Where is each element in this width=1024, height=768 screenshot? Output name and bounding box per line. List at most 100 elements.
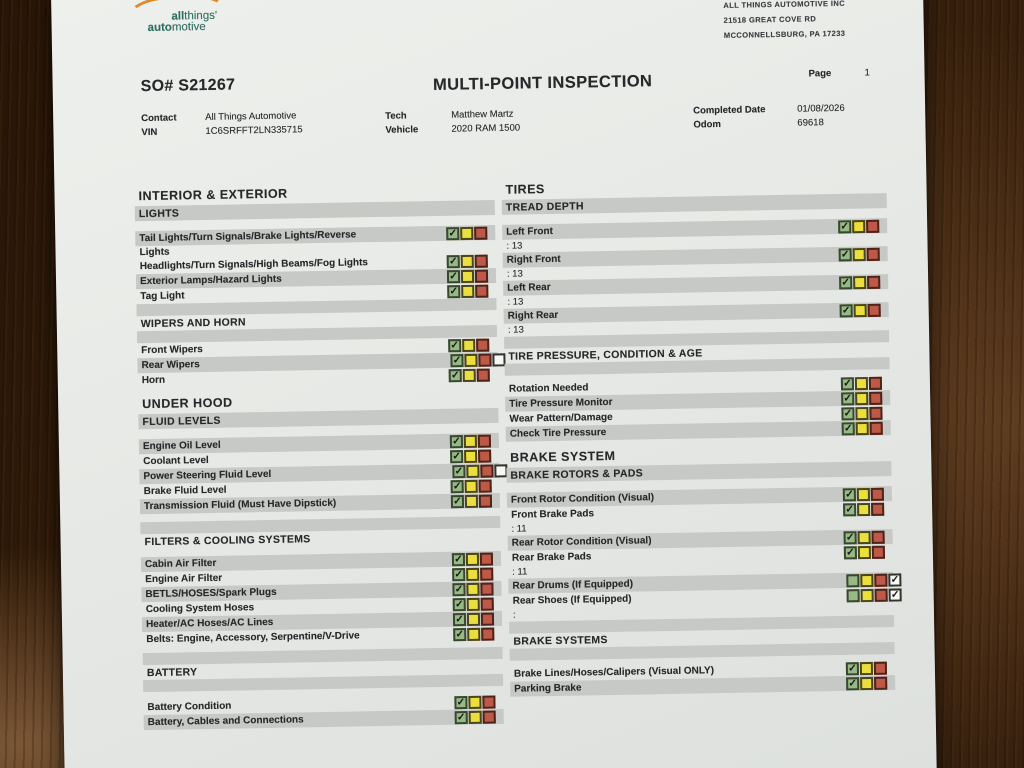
check-icon: ✓ xyxy=(841,276,850,288)
status-indicator: ✓ xyxy=(838,219,880,233)
row-text: : 13 xyxy=(506,240,523,252)
status-box-red xyxy=(480,612,495,626)
status-indicator: ✓ xyxy=(842,487,884,501)
status-box-red xyxy=(870,487,884,501)
status-box-red xyxy=(869,406,883,420)
status-indicator: ✓ xyxy=(450,479,492,493)
check-icon: ✓ xyxy=(450,339,459,351)
status-box-green-checked: ✓ xyxy=(452,567,466,581)
vehicle-value: 2020 RAM 1500 xyxy=(451,122,521,135)
status-box-red xyxy=(480,567,494,581)
contact-label: Contact xyxy=(141,112,177,125)
status-box-yellow xyxy=(462,368,476,382)
status-box-green-checked: ✓ xyxy=(446,269,461,283)
status-indicator: ✓ xyxy=(448,368,490,382)
check-icon: ✓ xyxy=(890,573,900,586)
item-label: Cooling System Hoses xyxy=(145,602,255,616)
check-icon: ✓ xyxy=(456,711,466,723)
status-indicator: ✓ xyxy=(843,530,885,544)
status-box-yellow xyxy=(853,303,867,317)
inspection-sheet: allthings' automotive ALL THINGS AUTOMOT… xyxy=(50,0,938,768)
status-indicator: ✓ xyxy=(841,391,883,405)
item-label: Rear Rotor Condition (Visual) xyxy=(511,535,652,549)
row-text: Lights xyxy=(139,246,170,259)
check-icon: ✓ xyxy=(448,255,458,267)
status-indicator: ✓ xyxy=(841,406,883,420)
status-box-yellow xyxy=(465,552,480,566)
status-box-green-checked: ✓ xyxy=(446,226,460,240)
service-order-number: SO# S21267 xyxy=(140,76,236,96)
row-text: FLUID LEVELS xyxy=(142,414,221,428)
status-box-yellow xyxy=(464,494,479,508)
status-box-red xyxy=(868,376,883,390)
status-box-green-checked: ✓ xyxy=(452,597,466,611)
status-box-red xyxy=(474,269,489,283)
status-indicator: ✓ xyxy=(846,587,902,602)
check-icon: ✓ xyxy=(449,285,459,297)
check-icon: ✓ xyxy=(840,220,849,232)
check-icon: ✓ xyxy=(843,407,853,419)
status-box-yellow xyxy=(466,612,481,626)
status-indicator: ✓ xyxy=(846,676,888,690)
row-text: BATTERY xyxy=(146,665,198,679)
check-icon: ✓ xyxy=(450,369,460,381)
row-text: LIGHTS xyxy=(138,206,180,220)
status-box-green-checked: ✓ xyxy=(453,627,467,641)
status-indicator: ✓ xyxy=(452,463,508,478)
company-address-block: ALL THINGS AUTOMOTIVE INC 21518 GREAT CO… xyxy=(723,0,845,43)
status-indicator: ✓ xyxy=(840,376,883,390)
vin-label: VIN xyxy=(141,126,158,139)
status-box-red xyxy=(479,552,494,566)
status-box-yellow xyxy=(466,582,480,596)
status-box-yellow xyxy=(855,391,869,405)
status-box-green-checked: ✓ xyxy=(839,303,853,317)
page-label: Page xyxy=(808,68,832,80)
item-label: Left Rear xyxy=(507,281,551,294)
status-box-green-checked: ✓ xyxy=(452,582,466,596)
status-box-yellow xyxy=(857,502,871,516)
status-box-red xyxy=(482,695,496,709)
status-indicator: ✓ xyxy=(843,545,885,559)
status-box-red xyxy=(474,254,488,268)
tech-value: Matthew Martz xyxy=(451,108,514,121)
status-indicator: ✓ xyxy=(447,284,489,298)
status-box-yellow xyxy=(460,269,475,283)
item-label: BETLS/HOSES/Spark Plugs xyxy=(145,586,277,601)
status-box-green-checked: ✓ xyxy=(450,479,464,493)
check-icon: ✓ xyxy=(454,583,464,595)
check-icon: ✓ xyxy=(454,553,463,565)
status-box-yellow xyxy=(857,530,871,544)
status-box-red xyxy=(866,247,880,261)
check-icon: ✓ xyxy=(454,598,464,610)
company-city-zip: MCCONNELLSBURG, PA 17233 xyxy=(723,28,846,40)
check-icon: ✓ xyxy=(845,503,854,515)
status-indicator: ✓ xyxy=(454,710,496,724)
check-icon: ✓ xyxy=(452,450,461,462)
row-text: UNDER HOOD xyxy=(142,395,233,412)
status-box-green-checked: ✓ xyxy=(450,449,464,463)
status-box-green-checked: ✓ xyxy=(838,219,852,233)
status-box-red xyxy=(871,502,885,516)
vehicle-label: Vehicle xyxy=(385,124,419,136)
status-box-red xyxy=(871,545,885,559)
status-box-green-checked: ✓ xyxy=(454,710,468,724)
item-label: Cabin Air Filter xyxy=(144,557,217,571)
status-indicator: ✓ xyxy=(448,338,490,352)
status-box-red xyxy=(478,494,493,508)
row-text: WIPERS AND HORN xyxy=(140,315,246,330)
status-indicator: ✓ xyxy=(450,449,492,463)
status-indicator: ✓ xyxy=(845,661,888,675)
status-box-yellow xyxy=(852,247,866,261)
status-box-red xyxy=(482,710,496,724)
vin-value: 1C6SRFFT2LN335715 xyxy=(205,124,303,137)
status-box-green-checked: ✓ xyxy=(838,247,852,261)
item-label: Tag Light xyxy=(140,290,185,303)
status-indicator: ✓ xyxy=(839,275,881,289)
item-label: Tire Pressure Monitor xyxy=(509,396,613,410)
check-icon: ✓ xyxy=(452,354,462,366)
status-indicator: ✓ xyxy=(450,494,493,508)
status-box-yellow xyxy=(852,219,866,233)
item-label: Parking Brake xyxy=(514,682,582,695)
status-box-yellow xyxy=(468,695,482,709)
check-icon: ✓ xyxy=(454,465,464,477)
